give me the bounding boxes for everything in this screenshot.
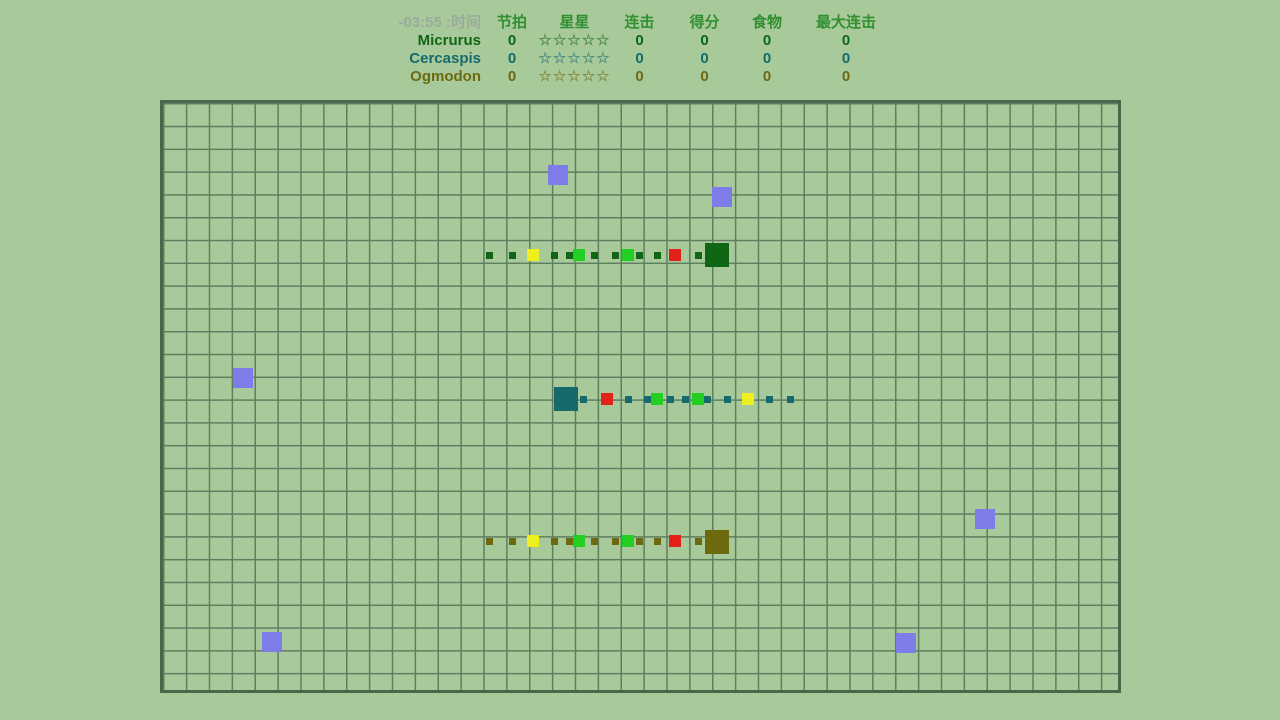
column-header-food: 食物 [751,14,782,31]
snake-segment-yellow [527,535,539,547]
timer: -03:55 :时间 [398,14,481,31]
player-name: Micrurus [417,32,481,49]
snake-segment [653,251,661,259]
player-max-combo: 0 [841,32,851,49]
player-max-combo: 0 [841,68,851,85]
player-food: 0 [762,50,772,67]
snake-segment-green [573,535,585,547]
snake-segment [681,395,689,403]
food-square [712,187,732,207]
snake-segment-red [669,535,681,547]
player-combo: 0 [635,32,644,49]
snake-segment [765,395,773,403]
player-stars: ☆☆☆☆☆ [538,50,611,67]
snake-segment-green [573,249,585,261]
snake-segment [485,251,493,259]
snake-segment [635,537,643,545]
player-food: 0 [762,68,772,85]
scoreboard-row: Cercaspis 0 ☆☆☆☆☆ 0 0 0 0 [370,50,910,68]
snake-segment [590,537,598,545]
scoreboard-row: Ogmodon 0 ☆☆☆☆☆ 0 0 0 0 [370,68,910,86]
food-square [233,368,253,388]
snake-segment [694,251,702,259]
snake-head [705,530,729,554]
snake-segment [624,395,632,403]
snake-head [554,387,578,411]
food-square [262,632,282,652]
snake-segment-yellow [742,393,754,405]
snake-segment [694,537,702,545]
scoreboard-header-row: -03:55 :时间 节拍 星星 连击 得分 食物 最大连击 [370,14,910,32]
player-beat: 0 [507,68,517,85]
snake-segment-green [651,393,663,405]
column-header-combo: 连击 [624,14,655,31]
snake-segment [550,251,558,259]
snake-segment [723,395,731,403]
player-food: 0 [762,32,772,49]
snake-segment [508,251,516,259]
snake-segment [611,251,619,259]
column-header-stars: 星星 [559,14,590,31]
snake-segment [653,537,661,545]
food-square [548,165,568,185]
player-stars: ☆☆☆☆☆ [538,68,611,85]
snake-segment [565,537,573,545]
player-score: 0 [700,68,709,85]
snake-segment [565,251,573,259]
player-combo: 0 [635,68,644,85]
snake-segment [508,537,516,545]
snake-segment [550,537,558,545]
scoreboard: -03:55 :时间 节拍 星星 连击 得分 食物 最大连击 Micrurus 0… [370,14,910,86]
player-beat: 0 [507,50,517,67]
snake-segment-red [669,249,681,261]
player-combo: 0 [635,50,644,67]
player-max-combo: 0 [841,50,851,67]
column-header-beat: 节拍 [496,14,527,31]
player-stars: ☆☆☆☆☆ [538,32,611,49]
snake-segment-red [601,393,613,405]
snake-segment [579,395,587,403]
food-square [975,509,995,529]
snake-segment [786,395,794,403]
column-header-score: 得分 [689,14,720,31]
player-score: 0 [700,32,709,49]
snake-head [705,243,729,267]
column-header-max-combo: 最大连击 [815,14,876,31]
snake-segment [611,537,619,545]
player-name: Ogmodon [410,68,481,85]
snake-segment-green [692,393,704,405]
snake-segment-yellow [527,249,539,261]
player-beat: 0 [507,32,517,49]
snake-segment-green [622,535,634,547]
snake-segment-green [622,249,634,261]
snake-segment [643,395,651,403]
food-square [896,633,916,653]
snake-segment [703,395,711,403]
snake-segment [635,251,643,259]
player-name: Cercaspis [409,50,481,67]
snake-segment [666,395,674,403]
scoreboard-row: Micrurus 0 ☆☆☆☆☆ 0 0 0 0 [370,32,910,50]
game-board[interactable] [160,100,1121,693]
scoreboard-player-rows: Micrurus 0 ☆☆☆☆☆ 0 0 0 0 Cercaspis 0 ☆☆☆☆☆ 0 0 0 0 Ogm… [370,32,910,86]
snake-segment [485,537,493,545]
player-score: 0 [700,50,709,67]
snake-segment [590,251,598,259]
